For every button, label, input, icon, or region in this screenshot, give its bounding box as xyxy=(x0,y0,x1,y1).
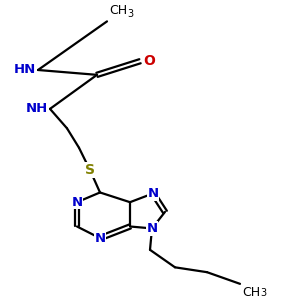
Text: S: S xyxy=(85,163,95,177)
Text: 3: 3 xyxy=(260,288,266,298)
Text: N: N xyxy=(71,196,82,209)
Text: N: N xyxy=(94,232,106,245)
Text: CH: CH xyxy=(242,286,260,299)
Text: CH: CH xyxy=(109,4,127,17)
Text: HN: HN xyxy=(14,64,36,76)
Text: NH: NH xyxy=(26,102,48,116)
Text: N: N xyxy=(146,222,158,235)
Text: O: O xyxy=(143,54,155,68)
Text: 3: 3 xyxy=(127,9,133,20)
Text: N: N xyxy=(147,187,159,200)
